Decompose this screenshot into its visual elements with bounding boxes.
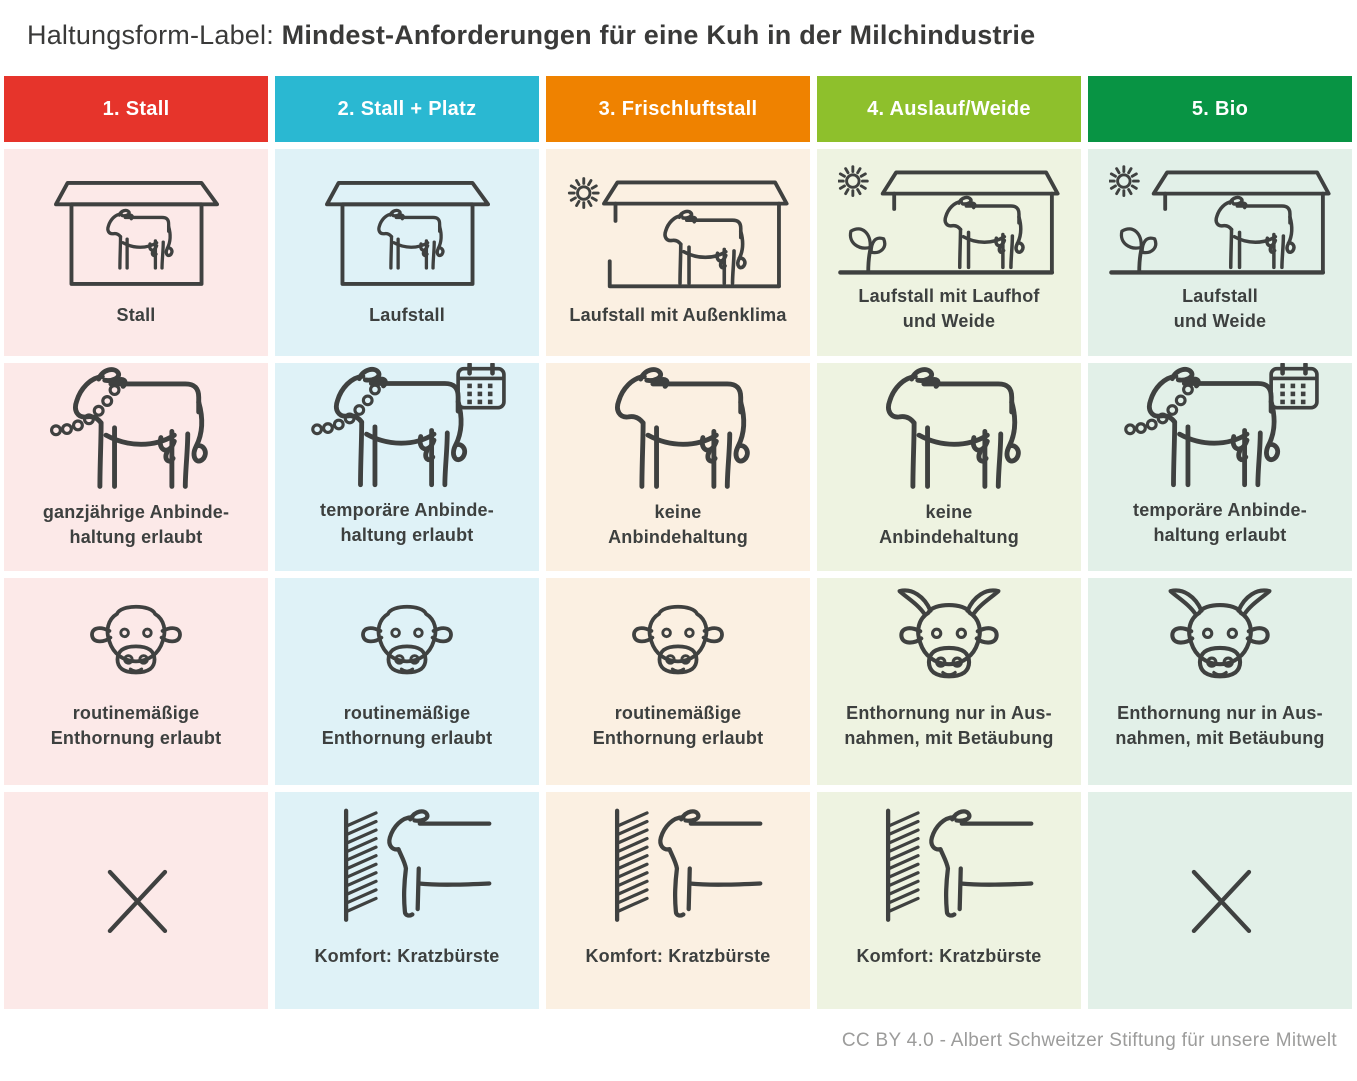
barn-open-pasture-icon [1109,159,1331,284]
cell-auslauf-weide-row1: Laufstall mit Laufhof und Weide [817,149,1081,356]
cell-caption: Komfort: Kratzbürste [314,946,500,967]
cell-auslauf-weide-row4: Komfort: Kratzbürste [817,792,1081,1009]
cell-frischluftstall-row2: keine Anbindehaltung [546,363,810,571]
cow-chain-calendar-icon [306,363,509,498]
cell-stall-row1: Stall [4,149,268,356]
barn-open-pasture-icon [838,159,1060,284]
cow-head-horns-icon [1158,586,1282,693]
column-header-stall: 1. Stall [4,76,268,142]
column-header-stall-platz: 2. Stall + Platz [275,76,539,142]
barn-open-sun-icon [567,169,789,294]
cell-stall-platz-row3: routinemäßige Enthornung erlaubt [275,578,539,785]
cell-caption: Laufstall mit Außenklima [569,305,787,326]
barn-closed-icon [54,175,219,287]
brush-cow-icon [587,798,769,939]
cow-head-icon [350,592,464,687]
cell-caption: routinemäßige Enthornung erlaubt [321,703,493,749]
cell-bio-row2: temporäre Anbinde- haltung erlaubt [1088,363,1352,571]
cell-caption: keine Anbindehaltung [608,502,748,547]
cell-frischluftstall-row1: Laufstall mit Außenklima [546,149,810,356]
barn-closed-icon [325,175,490,287]
cell-auslauf-weide-row2: keine Anbindehaltung [817,363,1081,571]
cell-stall-row2: ganzjährige Anbinde- haltung erlaubt [4,363,268,571]
cell-caption: keine Anbindehaltung [879,502,1019,547]
cell-stall-row4 [4,792,268,1009]
cow-head-icon [621,592,735,687]
cell-caption: temporäre Anbinde- haltung erlaubt [320,500,494,545]
cell-caption: Stall [116,305,156,326]
cell-caption: Komfort: Kratzbürste [856,946,1042,967]
cell-caption: routinemäßige Enthornung erlaubt [50,703,222,749]
cell-caption: temporäre Anbinde- haltung erlaubt [1133,500,1307,545]
credit-line: CC BY 4.0 - Albert Schweitzer Stiftung f… [841,1030,1337,1051]
cow-icon [587,363,770,500]
cell-caption: Laufstall mit Laufhof und Weide [858,286,1040,331]
column-header-auslauf-weide: 4. Auslauf/Weide [817,76,1081,142]
cross-icon [89,853,184,948]
cell-caption: Laufstall [369,305,445,326]
cell-frischluftstall-row3: routinemäßige Enthornung erlaubt [546,578,810,785]
column-header-frischluftstall: 3. Frischluftstall [546,76,810,142]
cow-head-horns-icon [887,586,1011,693]
cell-caption: Enthornung nur in Aus- nahmen, mit Betäu… [844,703,1054,749]
cell-caption: Laufstall und Weide [1173,286,1267,331]
cell-stall-platz-row2: temporäre Anbinde- haltung erlaubt [275,363,539,571]
cell-stall-platz-row4: Komfort: Kratzbürste [275,792,539,1009]
cell-bio-row3: Enthornung nur in Aus- nahmen, mit Betäu… [1088,578,1352,785]
cell-stall-row3: routinemäßige Enthornung erlaubt [4,578,268,785]
cow-head-icon [79,592,193,687]
page-title-prefix: Haltungsform-Label: [27,20,282,50]
cow-icon [858,363,1041,500]
cell-frischluftstall-row4: Komfort: Kratzbürste [546,792,810,1009]
cell-caption: Enthornung nur in Aus- nahmen, mit Betäu… [1115,703,1325,749]
cell-stall-platz-row1: Laufstall [275,149,539,356]
page-title: Haltungsform-Label: Mindest-Anforderunge… [27,20,1035,51]
cow-chain-calendar-icon [1119,363,1322,498]
cell-caption: Komfort: Kratzbürste [585,946,771,967]
cell-auslauf-weide-row3: Enthornung nur in Aus- nahmen, mit Betäu… [817,578,1081,785]
page-title-emphasis: Mindest-Anforderungen für eine Kuh in de… [281,20,1036,50]
brush-cow-icon [858,798,1040,939]
cow-chain-icon [45,363,228,500]
brush-cow-icon [316,798,498,939]
cell-caption: routinemäßige Enthornung erlaubt [592,703,764,749]
cell-caption: ganzjährige Anbinde- haltung erlaubt [42,502,230,547]
cell-bio-row1: Laufstall und Weide [1088,149,1352,356]
column-header-bio: 5. Bio [1088,76,1352,142]
cross-icon [1173,853,1268,948]
cell-bio-row4 [1088,792,1352,1009]
husbandry-table: 1. Stall Stall ganzjährige Anbinde- haltun… [4,76,1352,1009]
